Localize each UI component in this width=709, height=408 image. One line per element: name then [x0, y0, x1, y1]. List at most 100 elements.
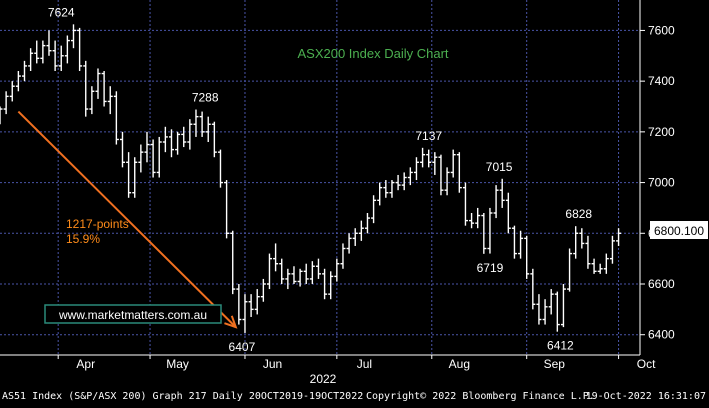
ohlc-bar	[64, 35, 70, 64]
footer-bar	[0, 387, 709, 403]
ohlc-bar	[401, 172, 407, 191]
year-label: 2022	[310, 372, 337, 386]
ohlc-bar	[426, 149, 432, 168]
ohlc-bar	[83, 60, 89, 117]
x-tick-label: Jul	[357, 357, 372, 371]
ohlc-bar	[444, 167, 450, 196]
ohlc-bar	[530, 268, 536, 310]
ohlc-bar	[224, 180, 230, 239]
ohlc-bar	[46, 30, 52, 56]
ohlc-bar	[217, 149, 223, 188]
ohlc-bar	[266, 253, 272, 290]
ohlc-bar	[352, 228, 358, 246]
ohlc-bar	[407, 167, 413, 186]
ohlc-bar	[371, 195, 377, 224]
ohlc-bar	[524, 235, 530, 279]
drop-points-label: 1217-points	[66, 217, 129, 231]
x-tick-label: Oct	[637, 357, 656, 371]
ohlc-bar	[230, 230, 236, 295]
price-level-label: 6407	[229, 340, 256, 354]
ohlc-bar	[597, 263, 603, 274]
ohlc-bar	[77, 27, 83, 71]
ohlc-bar	[242, 294, 248, 333]
ohlc-bar	[199, 111, 205, 137]
y-tick-label: 7200	[648, 125, 675, 139]
ohlc-bar	[132, 157, 138, 198]
y-tick-label: 6600	[648, 277, 675, 291]
ohlc-bar	[469, 213, 475, 229]
ohlc-bar	[609, 235, 615, 264]
ohlc-bar	[193, 109, 199, 137]
ohlc-bar	[432, 152, 438, 175]
ohlc-bar	[585, 235, 591, 269]
ohlc-bar	[499, 178, 505, 208]
ohlc-bar	[187, 119, 193, 150]
ohlc-bar	[395, 174, 401, 191]
ohlc-bar	[493, 185, 499, 219]
ohlc-bar	[315, 258, 321, 279]
price-level-label: 6828	[565, 207, 592, 221]
ohlc-bar	[505, 192, 511, 234]
ohlc-bar	[28, 48, 34, 71]
y-tick-label: 7600	[648, 23, 675, 37]
y-tick-label: 6400	[648, 328, 675, 342]
ohlc-bar	[9, 81, 15, 102]
ohlc-series	[0, 24, 622, 333]
ohlc-bar	[260, 278, 266, 302]
ohlc-bar	[475, 207, 481, 229]
ohlc-bar	[511, 225, 517, 259]
ohlc-bar	[450, 149, 456, 178]
y-tick-label: 7400	[648, 74, 675, 88]
ohlc-bar	[58, 45, 64, 71]
ohlc-bar	[364, 213, 370, 234]
ohlc-bar	[168, 129, 174, 158]
annotation-layer: 7624 7288 6407 7137 7015 6719 6828 6412	[17, 5, 592, 354]
ohlc-bar	[211, 121, 217, 158]
price-level-label: 7015	[486, 160, 513, 174]
ohlc-bar	[150, 139, 156, 178]
ohlc-bar	[291, 266, 297, 284]
ohlc-bar	[34, 40, 40, 64]
ohlc-bar	[420, 147, 426, 168]
ohlc-bar	[95, 68, 101, 99]
decline-arrowhead	[224, 315, 238, 329]
ohlc-bar	[328, 271, 334, 300]
x-tick-label: Aug	[449, 357, 470, 371]
ohlc-bar	[542, 299, 548, 325]
ohlc-bar	[303, 263, 309, 284]
ohlc-bar	[297, 268, 303, 287]
ohlc-bar	[15, 71, 21, 92]
ohlc-bar	[456, 152, 462, 193]
chart-title: ASX200 Index Daily Chart	[297, 46, 448, 61]
ohlc-bar	[70, 24, 76, 49]
ohlc-bar	[309, 261, 315, 284]
ohlc-bar	[3, 91, 9, 115]
price-level-label: 6719	[477, 261, 504, 275]
ohlc-bar	[181, 126, 187, 148]
watermark-box	[44, 304, 222, 324]
ohlc-bar	[358, 220, 364, 241]
ohlc-bar	[0, 106, 3, 125]
ohlc-bar	[126, 152, 132, 198]
ohlc-bar	[162, 126, 168, 153]
ohlc-bar	[548, 289, 554, 315]
ohlc-bar	[144, 131, 150, 163]
ohlc-bar	[21, 60, 27, 82]
x-tick-label: Sep	[544, 357, 566, 371]
footer-left: AS51 Index (S&P/ASX 200) Graph 217 Daily…	[2, 391, 363, 402]
ohlc-bar	[273, 243, 279, 272]
ohlc-bar	[603, 253, 609, 274]
ohlc-bar	[340, 243, 346, 269]
ohlc-bar	[175, 131, 181, 155]
ohlc-bar	[616, 228, 622, 246]
ohlc-bar	[560, 284, 566, 328]
ohlc-bar	[573, 226, 579, 259]
price-level-label: 7624	[48, 5, 75, 19]
ohlc-bar	[248, 294, 254, 317]
ohlc-bar	[107, 86, 113, 115]
watermark-text: www.marketmatters.com.au	[58, 308, 207, 322]
ohlc-bar	[254, 289, 260, 315]
ohlc-bar	[119, 131, 125, 168]
x-tick-label: Jun	[263, 357, 282, 371]
